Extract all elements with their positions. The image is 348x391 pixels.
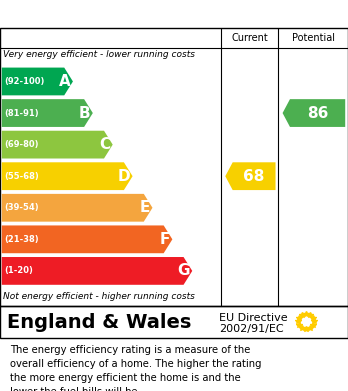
Text: C: C <box>100 137 111 152</box>
Text: Potential: Potential <box>292 33 335 43</box>
Polygon shape <box>2 131 113 158</box>
Polygon shape <box>283 99 345 127</box>
Text: A: A <box>59 74 71 89</box>
Polygon shape <box>2 162 133 190</box>
Polygon shape <box>2 99 93 127</box>
Polygon shape <box>2 194 152 222</box>
Text: 68: 68 <box>243 169 264 184</box>
Text: E: E <box>140 200 150 215</box>
Text: (81-91): (81-91) <box>4 109 39 118</box>
Polygon shape <box>2 257 192 285</box>
Text: England & Wales: England & Wales <box>7 313 191 332</box>
Polygon shape <box>2 226 172 253</box>
Text: F: F <box>160 232 170 247</box>
Text: (21-38): (21-38) <box>4 235 39 244</box>
Text: Very energy efficient - lower running costs: Very energy efficient - lower running co… <box>3 50 196 59</box>
Text: (55-68): (55-68) <box>4 172 39 181</box>
Text: Current: Current <box>231 33 268 43</box>
Text: B: B <box>79 106 91 120</box>
Text: EU Directive: EU Directive <box>219 313 288 323</box>
Text: Not energy efficient - higher running costs: Not energy efficient - higher running co… <box>3 292 195 301</box>
Text: D: D <box>118 169 130 184</box>
Text: 86: 86 <box>307 106 328 120</box>
Polygon shape <box>2 68 73 95</box>
Text: (92-100): (92-100) <box>4 77 45 86</box>
Text: (1-20): (1-20) <box>4 266 33 275</box>
Text: (39-54): (39-54) <box>4 203 39 212</box>
Text: The energy efficiency rating is a measure of the
overall efficiency of a home. T: The energy efficiency rating is a measur… <box>10 344 262 391</box>
Text: 2002/91/EC: 2002/91/EC <box>219 324 284 334</box>
Text: G: G <box>178 264 190 278</box>
Polygon shape <box>225 162 276 190</box>
Text: (69-80): (69-80) <box>4 140 39 149</box>
Text: Energy Efficiency Rating: Energy Efficiency Rating <box>50 5 298 23</box>
